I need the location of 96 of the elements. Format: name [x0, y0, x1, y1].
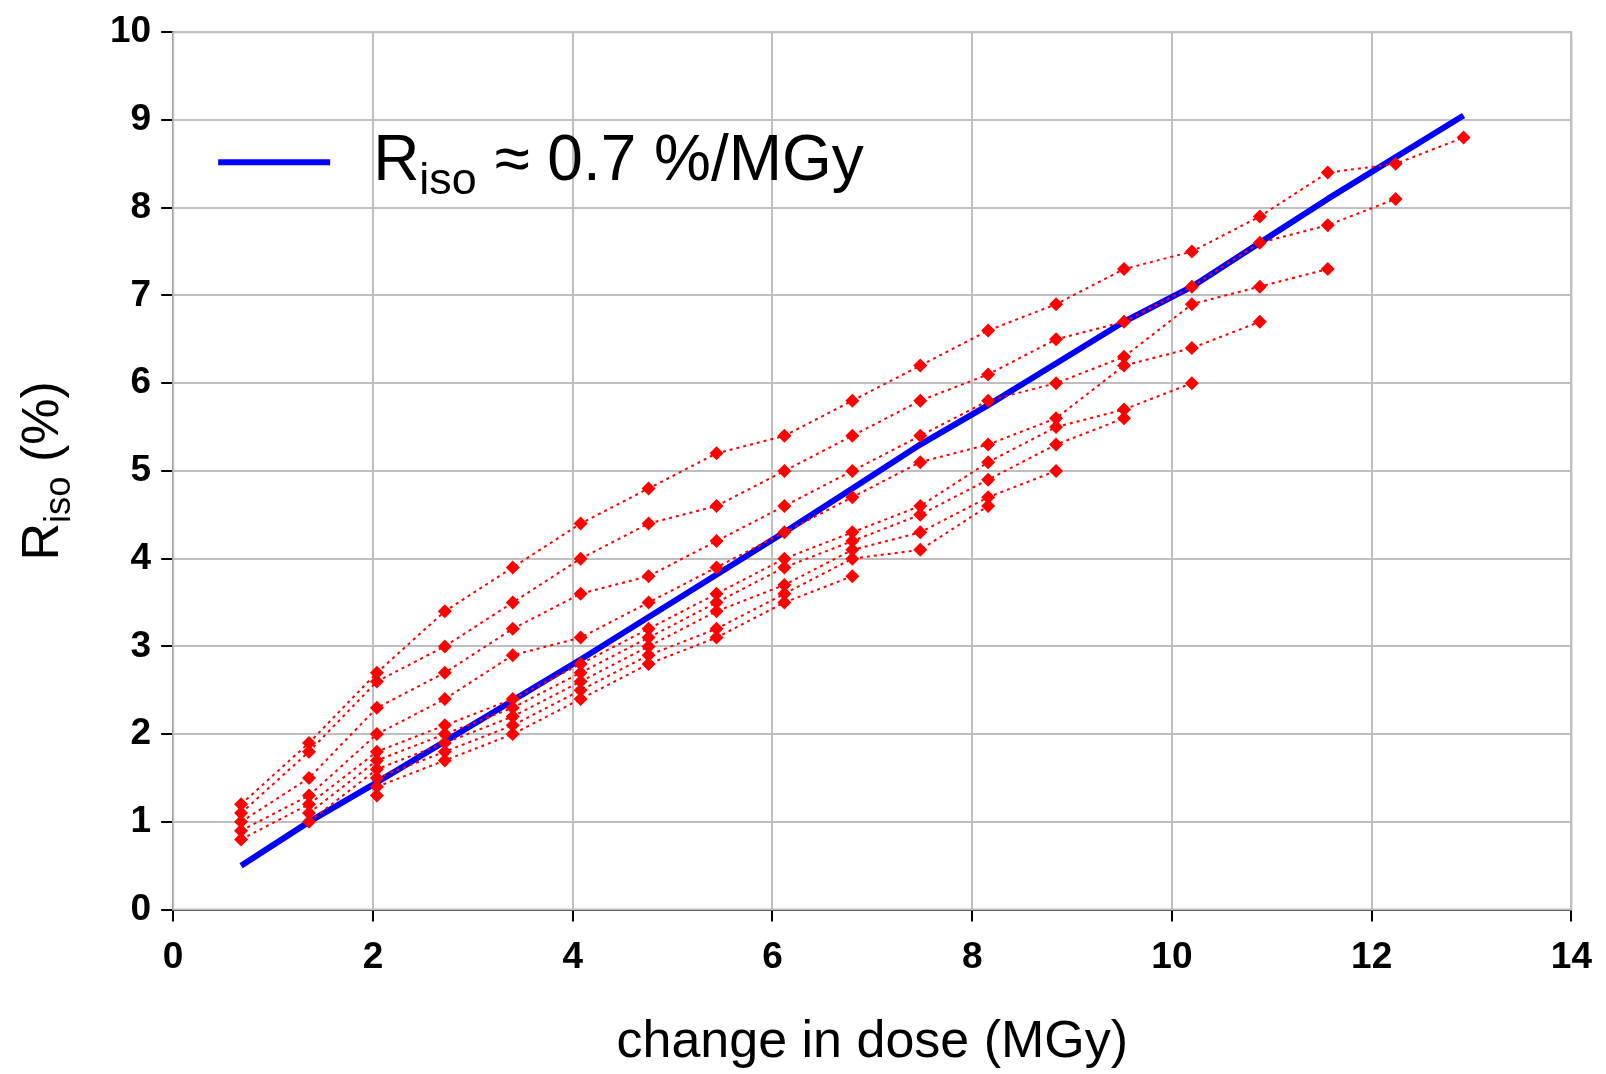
point [709, 446, 724, 461]
point [1320, 165, 1335, 180]
point [709, 560, 724, 575]
point [505, 621, 520, 636]
point [1184, 279, 1199, 294]
point [301, 735, 316, 750]
x-tick-label: 14 [1550, 935, 1593, 976]
y-tick-label: 5 [130, 448, 152, 490]
x-axis-title: change in dose (MGy) [616, 1010, 1129, 1069]
point [1252, 279, 1267, 294]
point [981, 472, 996, 487]
point [437, 604, 452, 619]
point [1049, 376, 1064, 391]
y-tick-label: 7 [130, 272, 152, 314]
point [777, 463, 792, 478]
x-tick-label: 4 [562, 935, 584, 976]
y-tick-label: 8 [130, 184, 152, 226]
point [641, 621, 656, 636]
point [641, 595, 656, 610]
point [641, 481, 656, 496]
point [573, 630, 588, 645]
point [1049, 463, 1064, 478]
point [845, 393, 860, 408]
point [573, 656, 588, 671]
point [845, 428, 860, 443]
point [913, 455, 928, 470]
point [641, 516, 656, 531]
point [777, 577, 792, 592]
point [437, 665, 452, 680]
y-axis-title: Riso (%) [11, 381, 78, 561]
point [981, 437, 996, 452]
point [913, 393, 928, 408]
point [845, 463, 860, 478]
point [981, 393, 996, 408]
point [777, 551, 792, 566]
point [1184, 244, 1199, 259]
point [573, 551, 588, 566]
point [1049, 297, 1064, 312]
y-tick-label: 9 [130, 97, 152, 139]
x-tick-label: 2 [362, 935, 384, 976]
point [641, 569, 656, 584]
point [913, 428, 928, 443]
point [1184, 376, 1199, 391]
y-tick-label: 0 [130, 886, 152, 928]
x-tick-label: 0 [162, 935, 184, 976]
point [437, 639, 452, 654]
point [1049, 437, 1064, 452]
point [505, 648, 520, 663]
point [913, 542, 928, 557]
point [845, 490, 860, 505]
point [709, 499, 724, 513]
x-tick-label: 12 [1351, 935, 1393, 976]
point [1184, 341, 1199, 356]
point [913, 358, 928, 373]
point [777, 428, 792, 443]
point [1252, 235, 1267, 250]
point [709, 534, 724, 549]
point [913, 499, 928, 513]
point [369, 744, 384, 759]
point [1320, 262, 1335, 277]
x-tick-label: 10 [1151, 935, 1193, 976]
point [981, 367, 996, 382]
point [1116, 349, 1131, 364]
y-tick-label: 6 [130, 360, 152, 402]
point [913, 525, 928, 540]
point [573, 516, 588, 531]
point [369, 727, 384, 742]
point [505, 560, 520, 575]
point [981, 455, 996, 470]
point [777, 525, 792, 540]
point [1320, 218, 1335, 233]
point [981, 323, 996, 338]
point [1184, 297, 1199, 312]
x-tick-label: 6 [762, 935, 783, 976]
y-tick-label: 4 [130, 535, 152, 577]
point [369, 665, 384, 680]
point [1388, 191, 1403, 206]
y-tick-label: 1 [130, 799, 152, 841]
point [437, 692, 452, 707]
point [1049, 332, 1064, 347]
point [1252, 209, 1267, 224]
point [505, 595, 520, 610]
point [777, 499, 792, 513]
point [301, 770, 316, 785]
point [845, 569, 860, 584]
point [369, 700, 384, 715]
point [1388, 156, 1403, 171]
point [573, 586, 588, 601]
x-tick-label: 8 [961, 935, 983, 976]
y-tick-label: 10 [110, 9, 152, 51]
point [1252, 314, 1267, 329]
point [1116, 314, 1131, 329]
point [1116, 262, 1131, 277]
y-tick-label: 2 [130, 711, 152, 753]
point [1456, 130, 1471, 145]
y-tick-label: 3 [130, 623, 152, 665]
